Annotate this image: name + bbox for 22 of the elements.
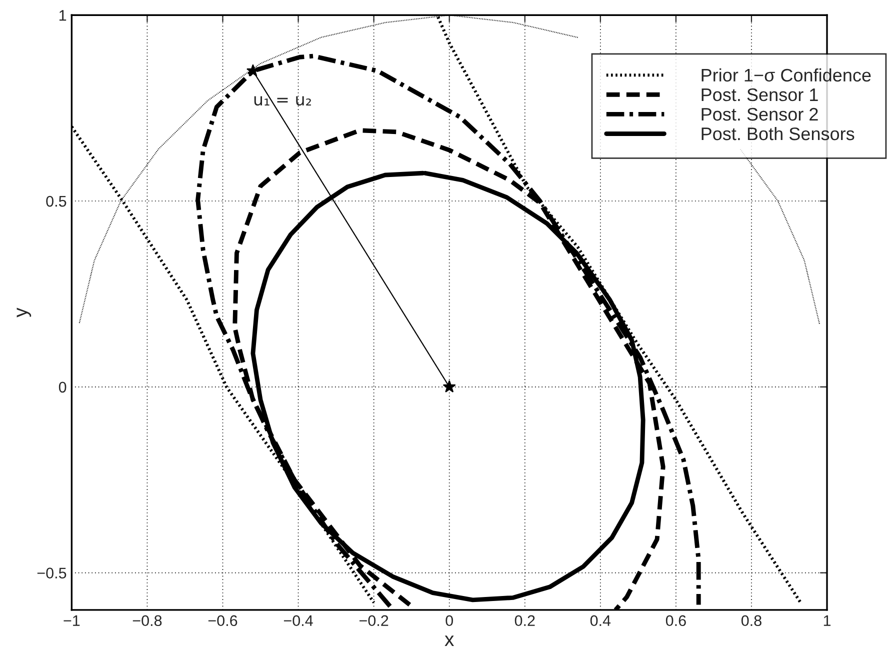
x-tick-label: −0.2 xyxy=(359,615,388,626)
legend-label: Post. Sensor 1 xyxy=(702,88,818,102)
y-axis-title: y xyxy=(16,308,32,318)
x-tick-label: −0.6 xyxy=(208,615,238,626)
x-tick-label: 0 xyxy=(446,615,453,626)
x-tick-label: −1 xyxy=(64,615,80,626)
x-tick-label: 0.6 xyxy=(666,615,686,626)
x-tick-label: 0.4 xyxy=(590,615,611,626)
y-tick-label: 0.5 xyxy=(46,196,66,207)
x-tick-label: 0.8 xyxy=(741,615,762,626)
legend-label: Post. Sensor 2 xyxy=(702,108,818,121)
x-tick-label: −0.8 xyxy=(132,615,162,626)
legend-label: Post. Both Sensors xyxy=(702,126,854,140)
x-axis-title: x xyxy=(444,636,454,646)
x-tick-label: −0.4 xyxy=(284,615,313,626)
y-tick-label: 0 xyxy=(58,382,66,393)
y-tick-label: 1 xyxy=(59,10,66,21)
legend-label: Prior 1−σ Confidence xyxy=(702,68,871,82)
annotation: u₁ = u₂ xyxy=(254,96,311,106)
y-tick-label: −0.5 xyxy=(37,568,66,578)
x-tick-label: 0.2 xyxy=(514,615,535,626)
x-tick-label: 1 xyxy=(824,615,831,626)
